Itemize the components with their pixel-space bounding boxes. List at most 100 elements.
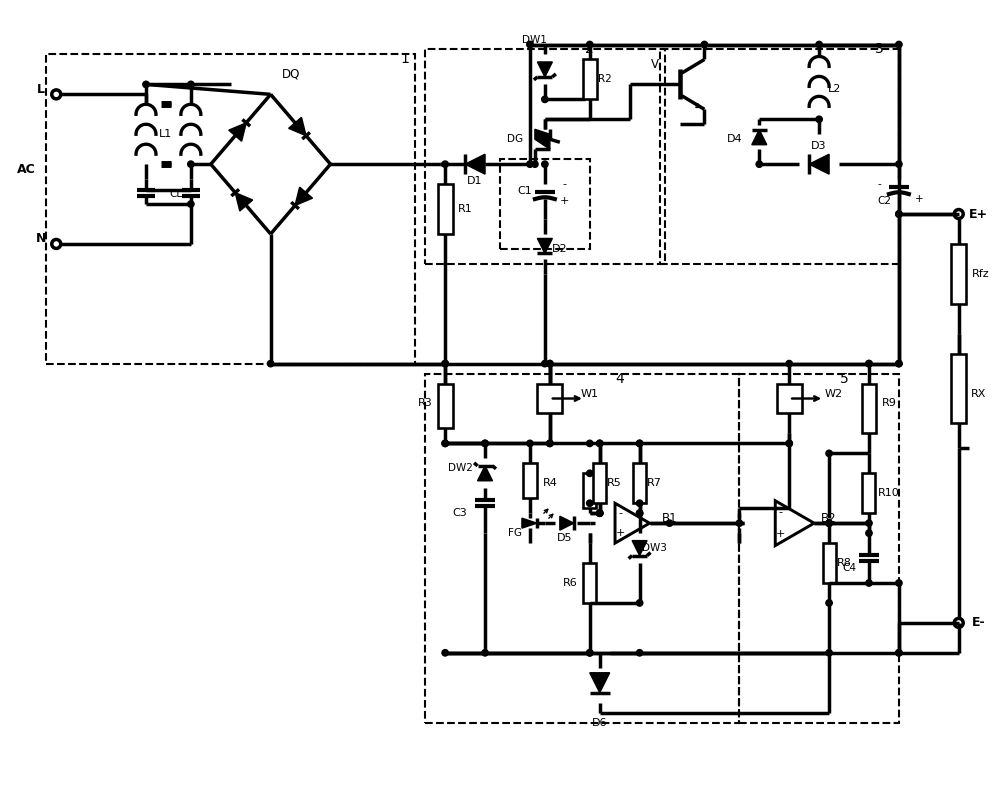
Circle shape (547, 361, 553, 367)
Text: +: + (776, 529, 785, 539)
Circle shape (597, 510, 603, 516)
Circle shape (597, 440, 603, 446)
Bar (593, 463, 606, 504)
Polygon shape (809, 154, 829, 174)
Bar (739, 374, 899, 722)
Text: C2: C2 (877, 196, 891, 206)
Circle shape (587, 650, 593, 656)
Text: AC: AC (17, 163, 36, 176)
Text: +: + (615, 528, 625, 538)
Text: +: + (560, 196, 570, 206)
Text: FG: FG (508, 528, 522, 538)
Text: DW2: DW2 (448, 463, 473, 474)
Circle shape (188, 161, 194, 167)
Text: B1: B1 (662, 512, 677, 525)
Text: D6: D6 (592, 717, 607, 728)
Circle shape (542, 96, 548, 102)
Text: -: - (563, 179, 567, 189)
Polygon shape (590, 673, 610, 692)
Circle shape (442, 650, 448, 656)
Polygon shape (537, 238, 552, 253)
Circle shape (636, 500, 643, 507)
Text: R3: R3 (418, 399, 433, 408)
Circle shape (547, 440, 553, 446)
Text: -: - (778, 507, 782, 517)
Text: R9: R9 (881, 399, 896, 408)
Bar (660, 49, 899, 264)
Text: N: N (36, 232, 46, 245)
Circle shape (786, 361, 792, 367)
Circle shape (826, 650, 832, 656)
Circle shape (442, 161, 448, 167)
Bar (951, 244, 966, 303)
Circle shape (587, 500, 593, 507)
Bar (777, 383, 802, 413)
Bar (583, 60, 597, 99)
Polygon shape (465, 154, 485, 174)
Text: 1: 1 (401, 52, 410, 66)
Text: L2: L2 (827, 85, 841, 94)
Text: Rfz: Rfz (972, 269, 989, 279)
Circle shape (587, 41, 593, 48)
Circle shape (866, 520, 872, 526)
Circle shape (527, 41, 533, 48)
Text: D2: D2 (552, 244, 568, 254)
Circle shape (826, 520, 832, 526)
Text: C4: C4 (842, 563, 856, 573)
Bar (823, 543, 836, 583)
Text: RX: RX (971, 388, 986, 399)
Text: R6: R6 (562, 578, 577, 588)
Text: DW1: DW1 (522, 35, 547, 44)
Bar (46, 54, 415, 364)
Text: D5: D5 (557, 533, 573, 543)
Circle shape (816, 116, 822, 123)
Bar (583, 563, 596, 603)
Circle shape (547, 361, 553, 367)
Text: C3: C3 (453, 508, 467, 518)
Bar (438, 383, 453, 429)
Circle shape (896, 41, 902, 48)
Polygon shape (522, 518, 537, 528)
Text: 3: 3 (875, 43, 883, 56)
Text: D1: D1 (467, 176, 483, 186)
Circle shape (866, 361, 872, 367)
Text: 4: 4 (615, 371, 624, 386)
Polygon shape (289, 117, 306, 136)
Circle shape (532, 161, 538, 167)
Bar (500, 159, 590, 249)
Bar (633, 463, 646, 504)
Circle shape (143, 82, 149, 88)
Text: R10: R10 (878, 488, 900, 498)
Text: D4: D4 (727, 134, 742, 144)
Text: CL: CL (169, 189, 182, 199)
Polygon shape (535, 129, 550, 140)
Circle shape (666, 520, 673, 526)
Circle shape (866, 579, 872, 586)
Bar (951, 353, 966, 424)
Polygon shape (229, 123, 246, 141)
Circle shape (442, 361, 448, 367)
Circle shape (482, 440, 488, 446)
Text: +: + (915, 194, 923, 204)
Text: R8: R8 (837, 558, 851, 568)
Circle shape (597, 440, 603, 446)
Circle shape (896, 211, 902, 217)
Circle shape (756, 161, 762, 167)
Circle shape (442, 361, 448, 367)
Text: E+: E+ (969, 207, 988, 220)
Text: 5: 5 (840, 371, 848, 386)
Circle shape (636, 510, 643, 516)
Circle shape (597, 510, 603, 516)
Circle shape (896, 361, 902, 367)
Text: 2: 2 (585, 43, 594, 56)
Circle shape (542, 161, 548, 167)
Circle shape (896, 361, 902, 367)
Bar (425, 374, 739, 722)
Circle shape (587, 470, 593, 476)
Circle shape (482, 650, 488, 656)
Circle shape (482, 440, 488, 446)
Bar (583, 474, 596, 508)
Text: W1: W1 (581, 388, 599, 399)
Circle shape (636, 600, 643, 606)
Text: R5: R5 (607, 479, 622, 488)
